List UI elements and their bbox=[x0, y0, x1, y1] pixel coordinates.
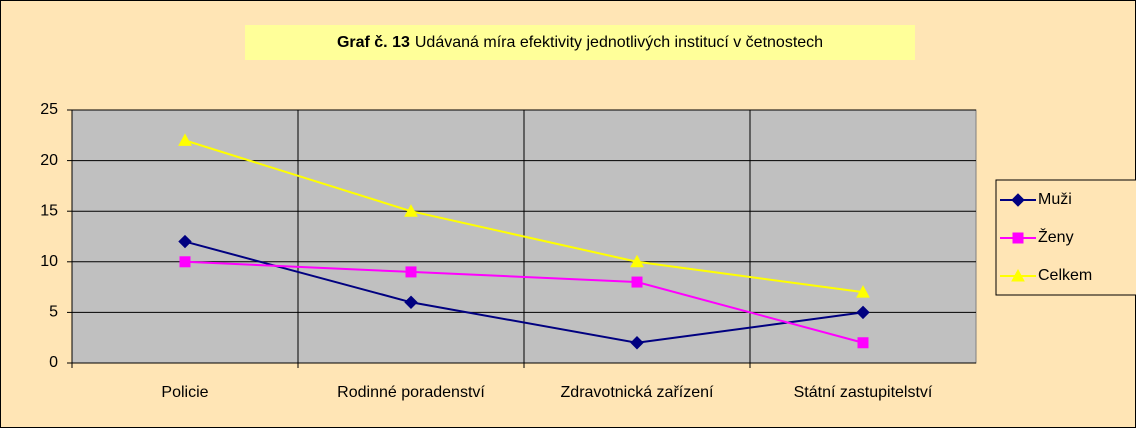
data-point bbox=[178, 133, 192, 146]
data-point bbox=[856, 305, 870, 320]
legend-marker bbox=[1012, 232, 1024, 244]
data-point bbox=[631, 276, 643, 288]
legend-label: Muži bbox=[1038, 191, 1072, 208]
legend-marker bbox=[1011, 193, 1025, 207]
y-tick-label: 5 bbox=[49, 304, 58, 321]
y-tick-label: 20 bbox=[40, 152, 58, 169]
data-point bbox=[630, 254, 644, 268]
data-point bbox=[404, 204, 418, 217]
series-line bbox=[184, 139, 864, 294]
y-tick-label: 0 bbox=[49, 354, 58, 371]
y-tick-label: 15 bbox=[40, 202, 58, 219]
legend-label: Celkem bbox=[1038, 267, 1092, 284]
data-point bbox=[405, 266, 417, 278]
title-bold: Graf č. 13 bbox=[337, 34, 410, 51]
x-tick-label: Zdravotnická zařízení bbox=[561, 384, 715, 401]
data-point bbox=[856, 285, 870, 298]
data-point bbox=[630, 336, 644, 350]
x-tick-label: Státní zastupitelství bbox=[794, 384, 933, 401]
x-tick-label: Policie bbox=[161, 384, 208, 401]
y-tick-label: 10 bbox=[40, 253, 58, 270]
data-point bbox=[178, 234, 192, 249]
y-tick-label: 25 bbox=[40, 101, 58, 118]
data-point bbox=[857, 337, 869, 349]
series-line bbox=[184, 240, 864, 344]
data-point bbox=[179, 256, 191, 268]
series-line bbox=[184, 260, 864, 344]
chart-title: Graf č. 13 Udávaná míra efektivity jednot… bbox=[337, 34, 823, 51]
legend-label: Ženy bbox=[1038, 227, 1074, 246]
title-box bbox=[245, 25, 915, 60]
title-text: Udávaná míra efektivity jednotlivých ins… bbox=[415, 34, 823, 51]
legend-marker bbox=[1011, 268, 1025, 282]
data-point bbox=[404, 295, 418, 309]
x-tick-label: Rodinné poradenství bbox=[337, 384, 485, 401]
